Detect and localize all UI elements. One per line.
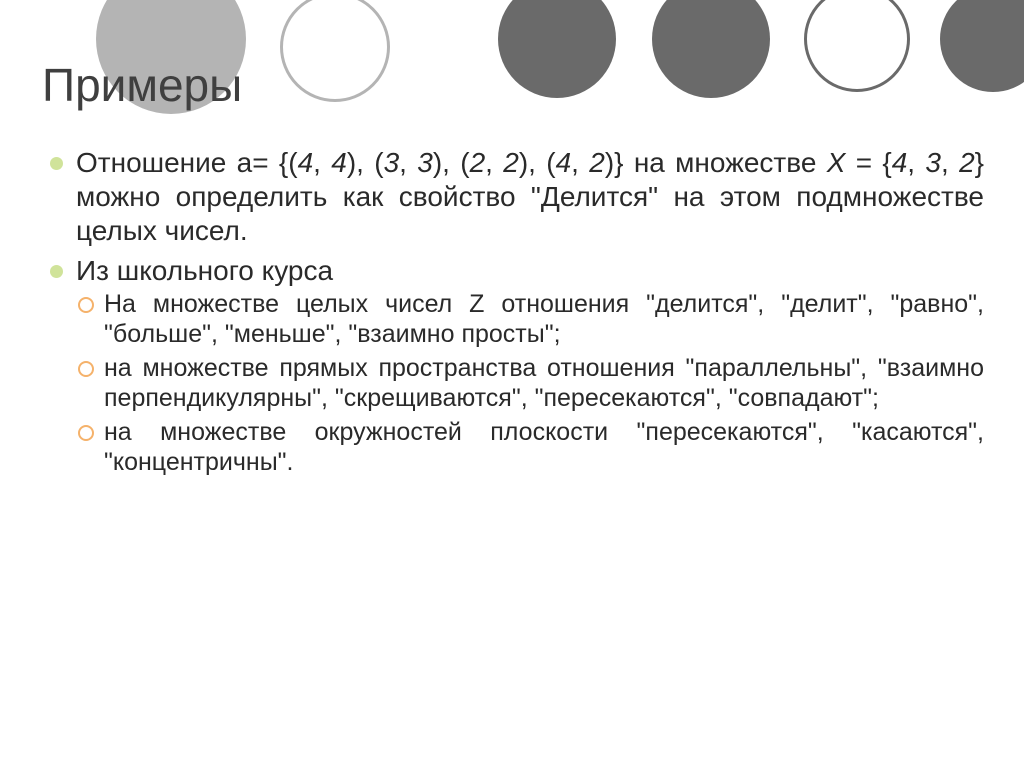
body-text: )} на множестве	[605, 147, 827, 178]
body-text: Отношение a= {(	[76, 147, 298, 178]
bullet-list-level1: Отношение a= {(4, 4), (3, 3), (2, 2), (4…	[46, 146, 984, 477]
italic-text: 4	[331, 147, 347, 178]
italic-text: 2	[959, 147, 975, 178]
list-item-text: Из школьного курса	[76, 255, 333, 286]
italic-text: 4	[892, 147, 908, 178]
list-item: Отношение a= {(4, 4), (3, 3), (2, 2), (4…	[46, 146, 984, 248]
body-text: ), (	[519, 147, 556, 178]
italic-text: 4	[556, 147, 572, 178]
italic-text: 2	[470, 147, 486, 178]
italic-text: 3	[384, 147, 400, 178]
italic-text: X	[827, 147, 846, 178]
italic-text: 3	[925, 147, 941, 178]
list-item: на множестве прямых пространства отношен…	[76, 353, 984, 413]
body-text: ,	[907, 147, 925, 178]
body-text: ), (	[347, 147, 384, 178]
body-text: ,	[399, 147, 417, 178]
list-item: На множестве целых чисел Z отношения "де…	[76, 289, 984, 349]
italic-text: 3	[417, 147, 433, 178]
italic-text: 4	[298, 147, 314, 178]
list-item: на множестве окружностей плоскости "пере…	[76, 417, 984, 477]
bullet-list-level2: На множестве целых чисел Z отношения "де…	[76, 289, 984, 477]
list-item: Из школьного курса На множестве целых чи…	[46, 254, 984, 476]
italic-text: 2	[589, 147, 605, 178]
body-text: = {	[845, 147, 891, 178]
body-text: ), (	[433, 147, 470, 178]
body-text: ,	[485, 147, 503, 178]
body-text: ,	[313, 147, 331, 178]
slide-title: Примеры	[42, 58, 984, 112]
body-text: ,	[571, 147, 589, 178]
body-text: ,	[941, 147, 959, 178]
italic-text: 2	[503, 147, 519, 178]
slide-content: Примеры Отношение a= {(4, 4), (3, 3), (2…	[40, 40, 984, 728]
